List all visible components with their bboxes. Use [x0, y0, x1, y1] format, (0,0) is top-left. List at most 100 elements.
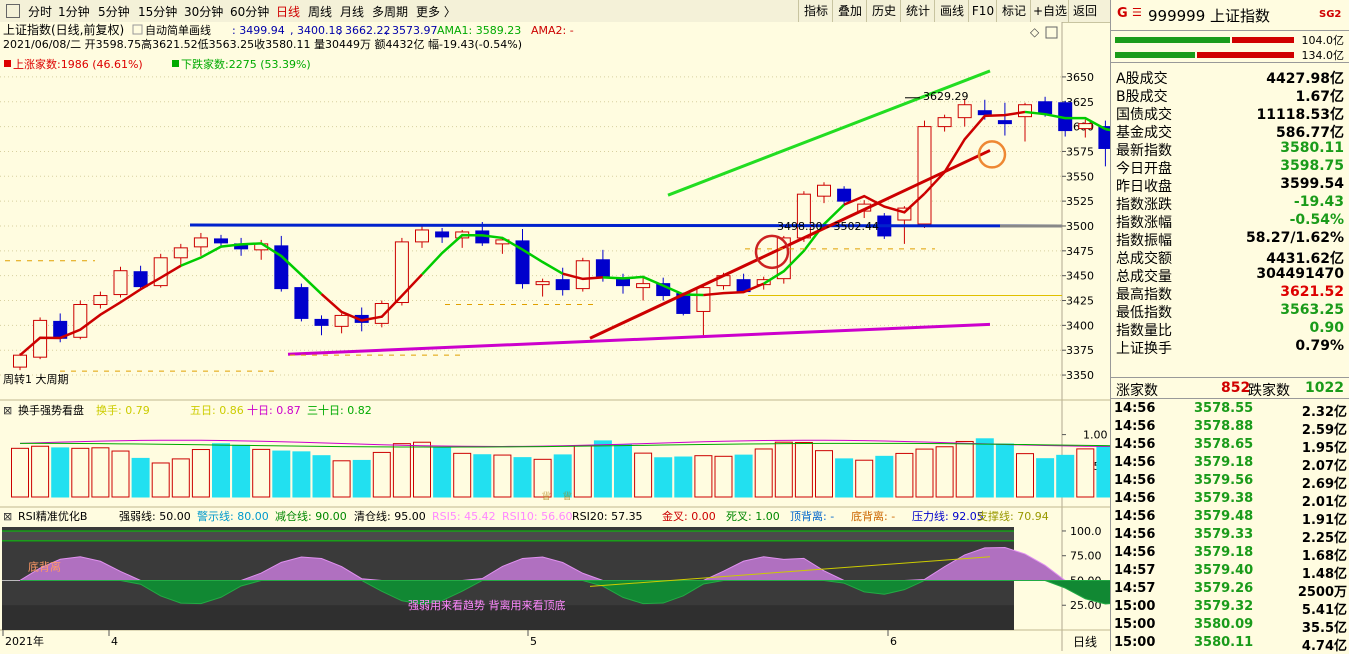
signal-circle-orange [977, 140, 1007, 169]
turnover-bar [774, 441, 793, 498]
rsi-value-11: 压力线: 92.05 [912, 509, 984, 523]
turnover-bar [1076, 448, 1095, 498]
candle-body [1018, 104, 1032, 118]
rsi-title: RSI精准优化B [18, 509, 87, 523]
candle-body [595, 259, 610, 279]
candle-body [314, 318, 329, 326]
tool-button-5[interactable]: F10 [968, 0, 997, 22]
quote-row-value: 3563.25 [1280, 302, 1344, 318]
tool-button-3[interactable]: 统计 [900, 0, 935, 22]
divider [1111, 398, 1349, 399]
tool-button-2[interactable]: 历史 [866, 0, 901, 22]
quote-row-value: 58.27/1.62% [1246, 230, 1344, 246]
tick-time: 14:57 [1114, 563, 1156, 578]
stock-badge: SG2 [1319, 9, 1342, 20]
turnover-bar [614, 444, 632, 498]
tick-time: 15:00 [1114, 617, 1156, 632]
trend-line [843, 192, 926, 214]
price-tick-label: 3575 [1066, 145, 1094, 158]
tool-button-1[interactable]: 叠加 [832, 0, 867, 22]
candle-body [997, 120, 1012, 125]
trend-line [763, 203, 845, 285]
turnover-title: 换手强势看盘 [18, 403, 84, 417]
period-tab-3[interactable]: 15分钟 [138, 5, 178, 19]
header-value-1: : 3499.94 [232, 24, 285, 37]
bar-top-green [1115, 37, 1230, 43]
tool-button-4[interactable]: 画线 [934, 0, 969, 22]
tick-volume: 4.74亿 [1301, 639, 1347, 654]
candle-body [394, 241, 409, 304]
period-tab-2[interactable]: 5分钟 [98, 5, 130, 19]
rsi-value-1: 警示线: 80.00 [197, 509, 269, 523]
tick-volume: 2500万 [1297, 585, 1347, 600]
tick-row: 14:57 3579.26 2500万 [1114, 580, 1347, 600]
turnover-bar [1036, 458, 1055, 498]
candle-body [636, 283, 651, 289]
tick-time: 14:56 [1114, 455, 1156, 470]
quote-row-label: 最高指数 [1116, 287, 1172, 303]
divider [1111, 62, 1349, 63]
tool-button-8[interactable]: 返回 [1068, 0, 1101, 22]
period-tab-10[interactable]: 更多 〉 [416, 5, 456, 19]
turnover-bar [694, 455, 713, 498]
quote-row: 指数涨跌 -19.43 [1116, 194, 1344, 213]
candle-body [294, 287, 309, 319]
candle-body [435, 231, 450, 238]
turnover-bar [835, 458, 854, 498]
period-tab-1[interactable]: 1分钟 [58, 5, 90, 19]
turnover-bar [995, 443, 1014, 498]
candle-body [897, 207, 912, 221]
rsi-band-low [2, 605, 1014, 630]
tick-row: 15:00 3580.09 35.5亿 [1114, 616, 1347, 636]
down-count-swatch [172, 60, 179, 67]
stock-code: 999999 上证指数 [1148, 7, 1271, 25]
candle-body [575, 260, 590, 290]
period-tab-0[interactable]: 分时 [28, 5, 53, 19]
quote-row: 昨日收盘 3599.54 [1116, 176, 1344, 195]
period-tab-5[interactable]: 60分钟 [230, 5, 270, 19]
tick-price: 3579.48 [1194, 509, 1254, 524]
turnover-30d-line [19, 442, 1110, 448]
low-annotation: 3498.30 - 3502.44 [777, 220, 879, 233]
rsi-value-8: 死叉: 1.00 [726, 510, 780, 523]
menu-icon[interactable]: ☰ [1132, 6, 1142, 19]
tick-volume: 1.48亿 [1301, 567, 1347, 582]
quote-row: 指数量比 0.90 [1116, 320, 1344, 339]
tick-time: 14:56 [1114, 491, 1156, 506]
tick-price: 3580.09 [1194, 617, 1254, 632]
grid-icon[interactable] [6, 4, 20, 18]
fall-label: 跌家数 [1248, 383, 1290, 399]
tick-volume: 2.32亿 [1301, 405, 1347, 420]
high-annotation: 3629.29 [923, 90, 969, 103]
period-tab-9[interactable]: 多周期 [372, 5, 409, 19]
turnover-30d: 三十日: 0.82 [307, 403, 372, 417]
quote-row-value: 4431.62亿 [1266, 251, 1344, 267]
turnover-bar [433, 447, 452, 498]
tick-time: 14:56 [1114, 473, 1156, 488]
turnover-bar [553, 454, 572, 498]
quote-panel: G ☰ 999999 上证指数 SG2 104.0亿 134.0亿 A股成交 4427.98亿… [1110, 0, 1349, 654]
quote-row-label: 总成交额 [1116, 251, 1172, 267]
tool-button-7[interactable]: +自选 [1030, 0, 1069, 22]
turnover-bar [312, 455, 331, 498]
tick-price: 3578.88 [1194, 419, 1254, 434]
tick-row: 14:56 3579.18 1.68亿 [1114, 544, 1347, 564]
quote-row-value: 3580.11 [1280, 140, 1344, 156]
period-tab-4[interactable]: 30分钟 [184, 5, 224, 19]
tick-volume: 1.68亿 [1301, 549, 1347, 564]
turnover-bar [171, 458, 190, 498]
tool-button-0[interactable]: 指标 [798, 0, 833, 22]
maximize-icon [1045, 26, 1058, 39]
kline-chart[interactable]: 3650362536003575355035253500347534503425… [0, 22, 1110, 651]
period-tab-7[interactable]: 周线 [308, 5, 333, 19]
tick-volume: 2.07亿 [1301, 459, 1347, 474]
turnover-bar [51, 447, 70, 498]
period-tab-6[interactable]: 日线 [276, 5, 301, 19]
quote-row: B股成交 1.67亿 [1116, 86, 1344, 105]
tool-button-6[interactable]: 标记 [996, 0, 1031, 22]
rsi-tick-label: 75.00 [1070, 550, 1102, 563]
price-tick-label: 3400 [1066, 319, 1094, 332]
rsi-value-10: 底背离: - [851, 509, 895, 523]
down-count-label: 下跌家数:2275 (53.39%) [181, 57, 311, 71]
period-tab-8[interactable]: 月线 [340, 5, 365, 19]
